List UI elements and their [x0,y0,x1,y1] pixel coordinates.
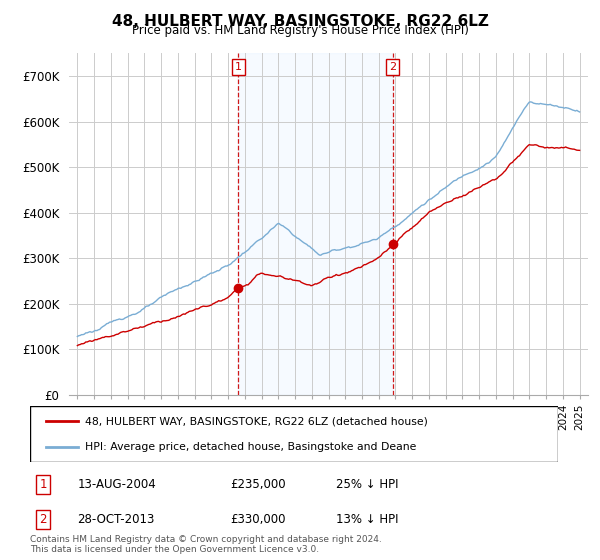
FancyBboxPatch shape [30,406,558,462]
Text: £330,000: £330,000 [230,513,286,526]
Text: 2: 2 [40,513,47,526]
Text: £235,000: £235,000 [230,478,286,491]
Text: 2: 2 [389,62,396,72]
Text: This data is licensed under the Open Government Licence v3.0.: This data is licensed under the Open Gov… [30,545,319,554]
Text: 48, HULBERT WAY, BASINGSTOKE, RG22 6LZ: 48, HULBERT WAY, BASINGSTOKE, RG22 6LZ [112,14,488,29]
Text: 1: 1 [40,478,47,491]
Text: HPI: Average price, detached house, Basingstoke and Deane: HPI: Average price, detached house, Basi… [85,442,417,452]
Text: Contains HM Land Registry data © Crown copyright and database right 2024.: Contains HM Land Registry data © Crown c… [30,535,382,544]
Text: 25% ↓ HPI: 25% ↓ HPI [336,478,399,491]
Text: 1: 1 [235,62,242,72]
Text: Price paid vs. HM Land Registry's House Price Index (HPI): Price paid vs. HM Land Registry's House … [131,24,469,37]
Text: 48, HULBERT WAY, BASINGSTOKE, RG22 6LZ (detached house): 48, HULBERT WAY, BASINGSTOKE, RG22 6LZ (… [85,416,428,426]
Text: 13% ↓ HPI: 13% ↓ HPI [336,513,399,526]
Bar [238,53,392,395]
Text: 13-AUG-2004: 13-AUG-2004 [77,478,156,491]
Text: 28-OCT-2013: 28-OCT-2013 [77,513,155,526]
